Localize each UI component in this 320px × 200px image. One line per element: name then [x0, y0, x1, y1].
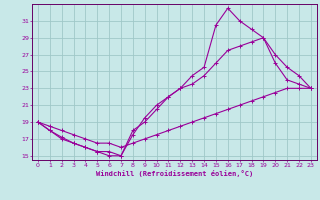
X-axis label: Windchill (Refroidissement éolien,°C): Windchill (Refroidissement éolien,°C)	[96, 170, 253, 177]
